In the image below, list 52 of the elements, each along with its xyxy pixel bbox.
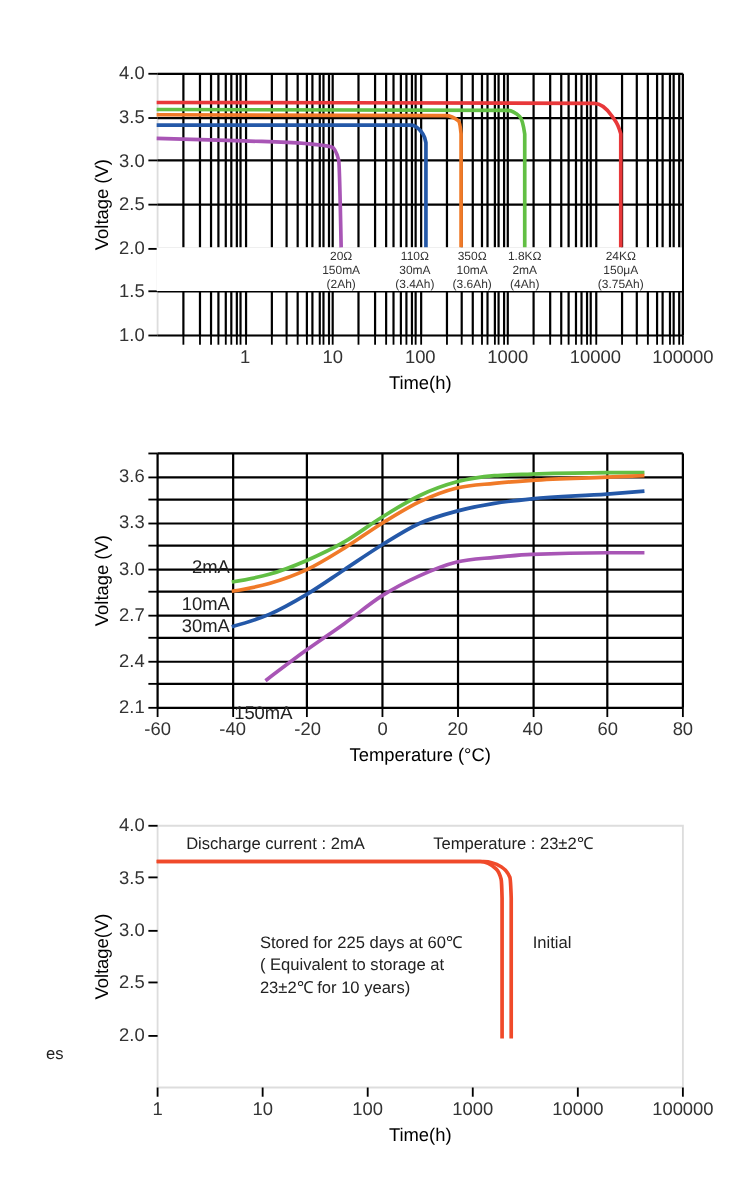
y-tick-label: 3.0 <box>119 558 145 579</box>
y-tick-label: 3.6 <box>119 466 145 487</box>
x-axis-title: Temperature (°C) <box>349 745 491 766</box>
y-tick-label: 4.0 <box>119 63 145 84</box>
x-tick-label: -40 <box>219 719 246 740</box>
annotation: Temperature : 23±2℃ <box>433 832 595 853</box>
x-tick-label: 80 <box>672 719 694 740</box>
y-tick-label: 4.0 <box>119 815 145 836</box>
annotation: Discharge current : 2mA <box>186 832 366 853</box>
y-tick-label: 3.0 <box>119 920 145 940</box>
y-tick-label: 1.5 <box>119 281 145 302</box>
y-tick-label: 2.7 <box>119 604 145 625</box>
y-axis-title: Voltage(V) <box>92 913 113 1000</box>
series-label: 150mA <box>234 703 295 724</box>
y-tick-label: 2.0 <box>119 237 145 258</box>
x-tick-label: -20 <box>294 719 321 740</box>
y-tick-label: 3.3 <box>119 512 145 533</box>
x-tick-label: 100 <box>352 1099 384 1120</box>
x-tick-label: 100 <box>404 347 436 368</box>
series-label: Initial <box>532 932 572 953</box>
x-tick-label: 40 <box>522 719 544 740</box>
series-label: 10mA <box>181 593 232 614</box>
x-tick-label: 1000 <box>452 1099 494 1120</box>
x-tick-label: 1000 <box>487 347 529 368</box>
y-tick-label: 3.5 <box>119 867 145 888</box>
y-tick-label: 1.0 <box>119 325 145 346</box>
x-axis-title: Time(h) <box>388 1124 452 1145</box>
y-axis-title: Voltage (V) <box>92 159 113 251</box>
x-tick-label: 100000 <box>652 347 714 368</box>
y-tick-label: 2.0 <box>119 1024 145 1045</box>
y-tick-label: 2.1 <box>119 697 145 718</box>
x-tick-label: 10 <box>322 347 343 368</box>
y-axis-title: Voltage (V) <box>92 535 113 627</box>
y-tick-label: 3.0 <box>119 150 145 171</box>
x-tick-label: 100000 <box>652 1099 714 1120</box>
x-tick-label: 10 <box>252 1099 273 1120</box>
y-tick-label: 2.5 <box>119 972 145 993</box>
x-tick-label: 10000 <box>569 347 621 368</box>
text: es <box>46 1042 64 1063</box>
y-tick-label: 2.4 <box>119 651 145 672</box>
x-tick-label: 10000 <box>552 1099 604 1120</box>
x-tick-label: 1 <box>240 347 251 368</box>
x-tick-label: 60 <box>597 719 619 740</box>
x-tick-label: 1 <box>152 1099 163 1120</box>
x-tick-label: 20 <box>447 719 469 740</box>
series-label: 30mA <box>181 616 232 637</box>
text: Stored for 225 days at 60℃ ( Equivalent to storage at 23±2℃ for 10 years) <box>259 932 464 997</box>
x-axis-title: Time(h) <box>388 372 452 393</box>
y-tick-label: 2.5 <box>119 194 145 215</box>
y-tick-label: 3.5 <box>119 106 145 127</box>
x-tick-label: -60 <box>144 719 171 740</box>
x-tick-label: 0 <box>377 719 388 740</box>
